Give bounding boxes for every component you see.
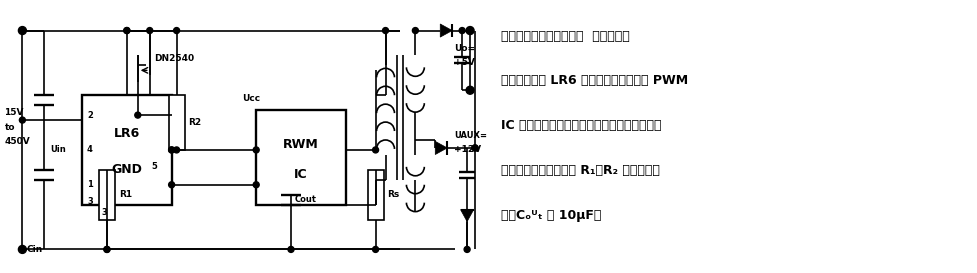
Circle shape (104, 247, 110, 253)
Text: R2: R2 (189, 118, 201, 127)
Circle shape (104, 247, 110, 253)
Circle shape (19, 26, 26, 34)
Polygon shape (436, 141, 447, 155)
Text: 5: 5 (151, 162, 157, 171)
Circle shape (472, 145, 478, 151)
Text: 2: 2 (87, 111, 93, 120)
Circle shape (383, 28, 389, 34)
Bar (367, 170, 384, 219)
Circle shape (253, 182, 259, 188)
Text: Rs: Rs (388, 190, 400, 199)
Circle shape (472, 145, 478, 151)
Text: 线性稳压电路 LR6 和脉宽调制集成电路 PWM: 线性稳压电路 LR6 和脉宽调制集成电路 PWM (501, 74, 688, 87)
Circle shape (464, 247, 470, 253)
Circle shape (147, 28, 152, 34)
Text: 大电流开关电源启动电路  利用高输入: 大电流开关电源启动电路 利用高输入 (501, 29, 630, 43)
Text: Ucc: Ucc (242, 94, 260, 103)
Bar (169, 95, 185, 150)
Text: LR6: LR6 (113, 126, 140, 140)
Text: +12V: +12V (454, 146, 482, 155)
Circle shape (174, 28, 180, 34)
Text: DN2540: DN2540 (153, 54, 193, 63)
Bar (256, 110, 346, 205)
Text: 3: 3 (87, 197, 93, 206)
Circle shape (124, 28, 130, 34)
Circle shape (20, 117, 25, 123)
Circle shape (459, 28, 465, 34)
Text: Cin: Cin (26, 245, 43, 254)
Circle shape (169, 147, 175, 153)
Circle shape (169, 147, 175, 153)
Text: IC 等可以组成大电流开关电源启动电路。根据: IC 等可以组成大电流开关电源启动电路。根据 (501, 119, 661, 132)
Circle shape (174, 147, 180, 153)
Text: 450V: 450V (5, 138, 30, 147)
Text: Uin: Uin (50, 146, 66, 155)
Text: UAUX=: UAUX= (454, 130, 488, 140)
Text: 15V: 15V (5, 108, 24, 117)
Bar (99, 170, 115, 219)
Circle shape (253, 147, 259, 153)
Circle shape (288, 247, 294, 253)
Text: Uo=: Uo= (454, 44, 475, 53)
Circle shape (124, 28, 130, 34)
Text: IC: IC (294, 168, 308, 181)
Bar (82, 95, 172, 205)
Text: 3: 3 (102, 208, 107, 217)
Circle shape (372, 147, 378, 153)
Text: R1: R1 (119, 190, 132, 199)
Text: 4: 4 (87, 146, 93, 155)
Text: +5V: +5V (454, 58, 475, 67)
Circle shape (169, 182, 175, 188)
Text: GND: GND (111, 163, 143, 176)
Polygon shape (460, 210, 474, 222)
Text: 压。Cₒᵁₜ 取 10μF。: 压。Cₒᵁₜ 取 10μF。 (501, 209, 602, 222)
Circle shape (19, 245, 26, 253)
Polygon shape (441, 24, 452, 37)
Text: Cout: Cout (295, 195, 317, 204)
Text: RWM: RWM (283, 138, 319, 152)
Text: 1: 1 (87, 180, 93, 189)
Circle shape (466, 26, 474, 34)
Circle shape (135, 112, 141, 118)
Text: 脉宽调制器的要求，由 R₁、R₂ 调整输出电: 脉宽调制器的要求，由 R₁、R₂ 调整输出电 (501, 164, 660, 177)
Circle shape (412, 28, 418, 34)
Circle shape (372, 247, 378, 253)
Circle shape (466, 86, 474, 94)
Text: to: to (5, 123, 15, 132)
